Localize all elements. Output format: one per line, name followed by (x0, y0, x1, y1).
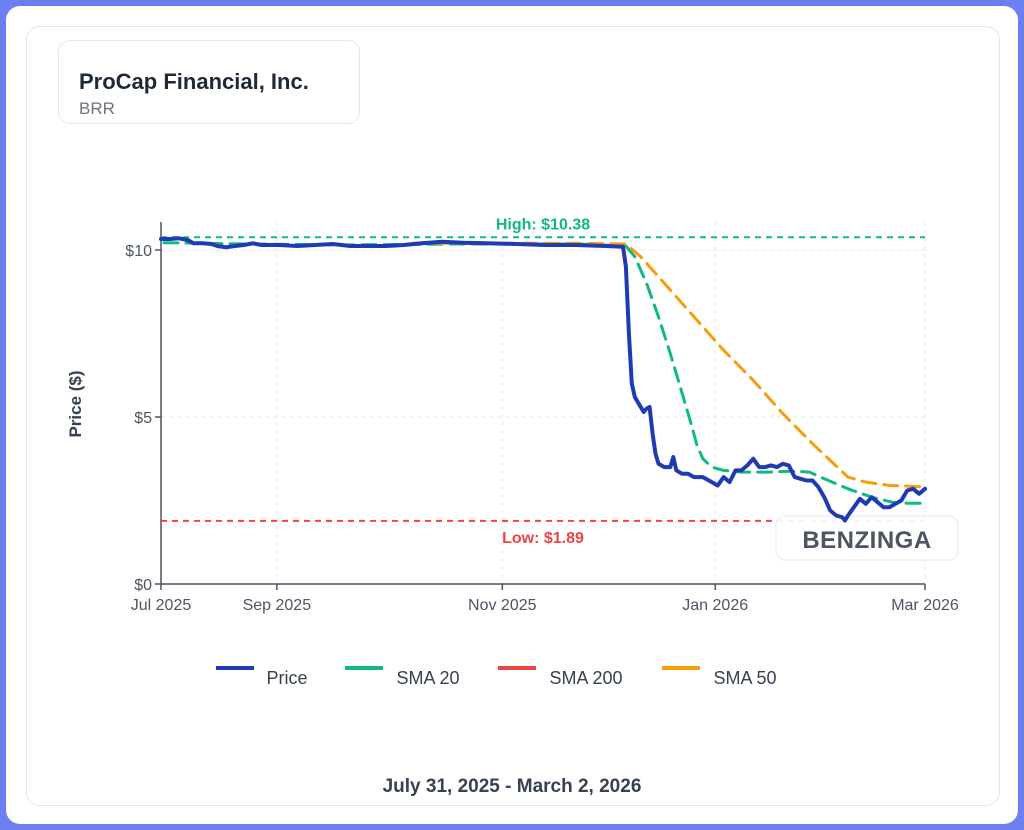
high-label: High: $10.38 (496, 216, 590, 233)
watermark-box: BENZINGA (775, 515, 959, 561)
legend-item-label: Price (266, 668, 307, 688)
y-tick-label: $10 (125, 243, 152, 260)
legend-item-label: SMA 200 (549, 668, 622, 688)
date-range: July 31, 2025 - March 2, 2026 (382, 776, 642, 797)
company-name: ProCap Financial, Inc. (79, 69, 309, 94)
series-price (159, 236, 927, 523)
chart-card (26, 26, 1000, 806)
axis-layer: $0 $5 $10 Jul 2025 Sep 2025 Nov 2025 Jan 2026 M… (125, 222, 959, 614)
series-sma-50 (411, 241, 927, 489)
x-tick-label: Jul 2025 (131, 597, 192, 614)
y-tick-label: $5 (134, 410, 152, 427)
series-layer (159, 236, 927, 523)
annotation-labels: High: $10.38 Low: $1.89 (496, 216, 590, 547)
x-tick-label: Sep 2025 (243, 597, 312, 614)
reference-lines (161, 236, 925, 522)
x-tick-label: Nov 2025 (468, 597, 537, 614)
ticker-symbol: BRR (79, 99, 115, 118)
series-sma-20 (162, 241, 927, 505)
title-box: ProCap Financial, Inc. BRR (58, 40, 360, 124)
x-tick-label: Mar 2026 (891, 597, 959, 614)
y-tick-label: $0 (134, 577, 152, 594)
low-label: Low: $1.89 (502, 530, 584, 547)
y-axis-label: Price ($) (66, 370, 85, 437)
legend-item-label: SMA 50 (713, 668, 776, 688)
legend: Price SMA 20 SMA 200 SMA 50 (216, 666, 777, 688)
benzinga-watermark: BENZINGA (802, 527, 931, 554)
x-tick-label: Jan 2026 (682, 597, 748, 614)
legend-item-label: SMA 20 (396, 668, 459, 688)
